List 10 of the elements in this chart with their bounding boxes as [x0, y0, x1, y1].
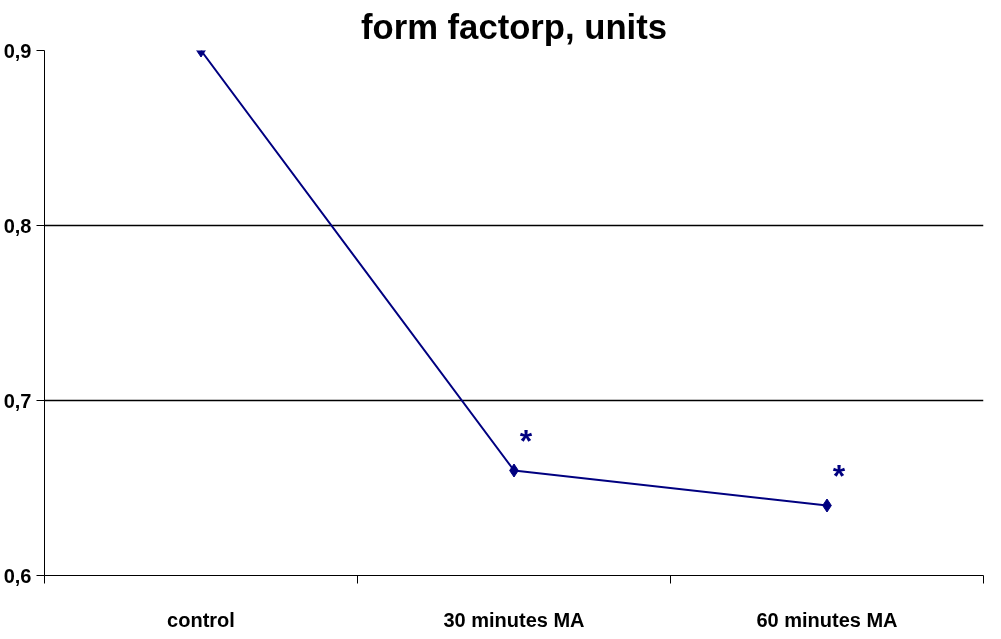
x-tick-label: 30 minutes MA — [443, 608, 585, 631]
chart-title: form factorp, units — [360, 7, 668, 46]
y-tick-label: 0,8 — [3, 214, 32, 237]
y-tick-label: 0,9 — [3, 39, 32, 62]
x-tick-label: control — [167, 608, 235, 631]
annotation: * — [832, 457, 846, 494]
y-tick-label: 0,6 — [3, 564, 32, 587]
y-tick-label: 0,7 — [3, 389, 32, 412]
x-tick-label: 60 minutes MA — [756, 608, 898, 631]
annotation: * — [519, 422, 533, 459]
